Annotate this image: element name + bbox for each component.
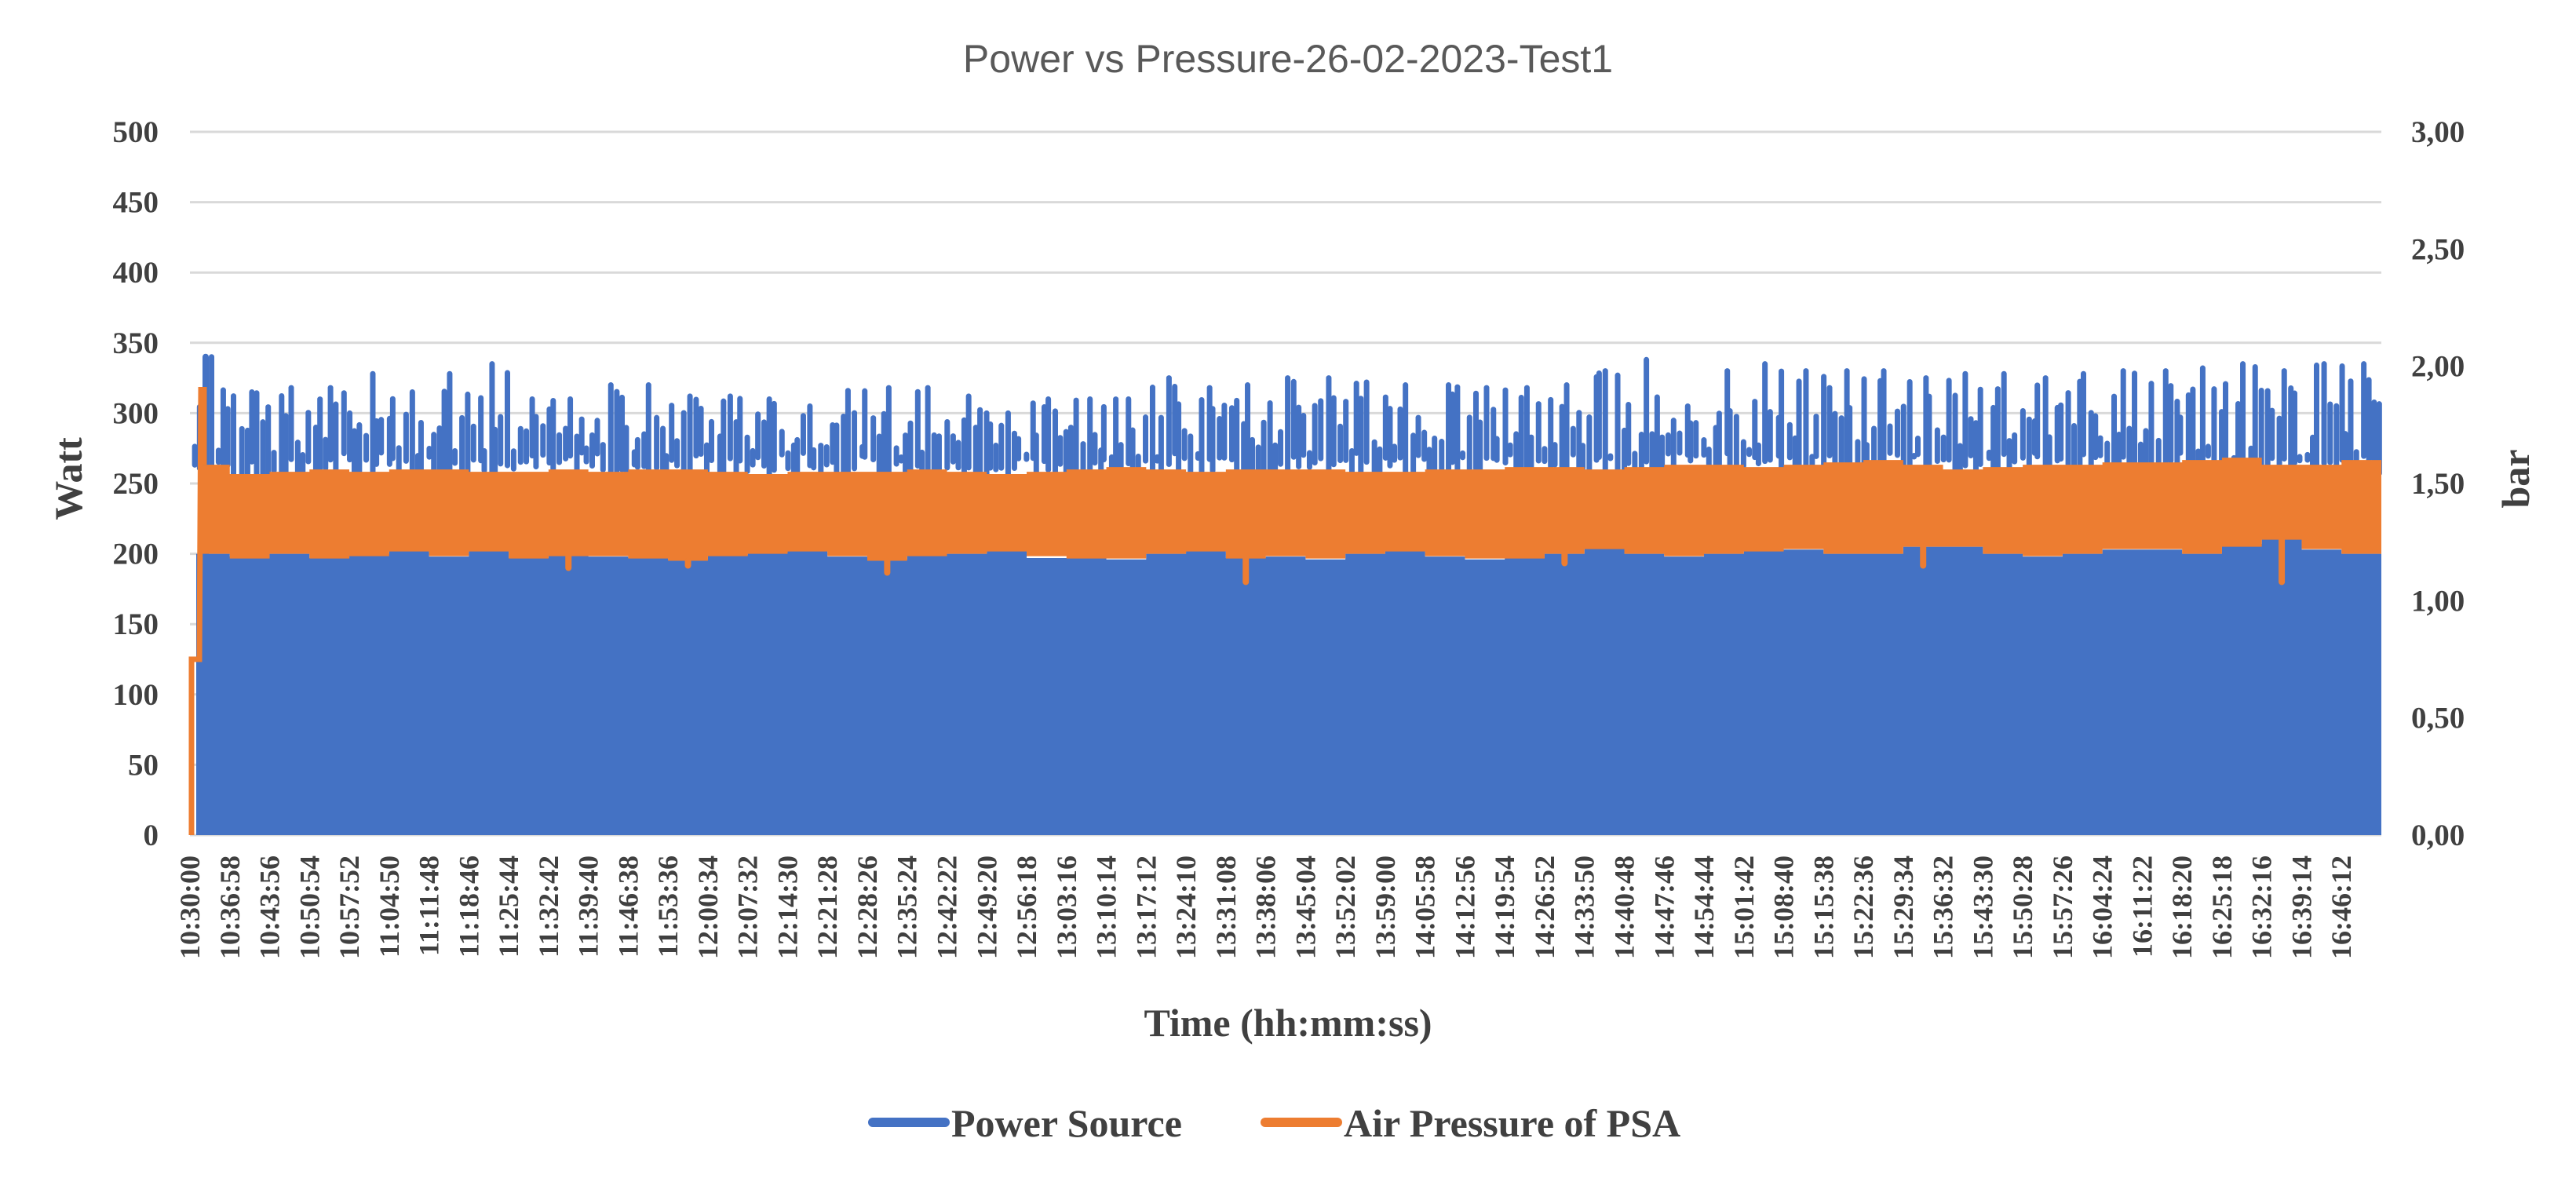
x-tick-label: 10:43:56	[254, 855, 286, 959]
legend-label-power-source: Power Source	[951, 1101, 1182, 1145]
x-tick-label: 10:57:52	[334, 855, 365, 959]
x-tick-label: 12:07:32	[732, 855, 764, 959]
air-pressure-series	[188, 387, 2381, 835]
y-left-tick-label: 350	[113, 327, 159, 360]
y-right-tick-label: 3,00	[2411, 115, 2465, 149]
x-tick-label: 14:54:44	[1688, 855, 1720, 959]
x-tick-label: 14:47:46	[1648, 855, 1680, 959]
x-tick-label: 14:26:52	[1529, 855, 1560, 959]
x-axis-ticks: 10:30:00 10:36:58 10:43:56 10:50:54 10:57:52…	[174, 855, 2357, 959]
x-tick-label: 15:15:38	[1808, 855, 1839, 959]
x-tick-label: 15:08:40	[1768, 855, 1800, 959]
y-right-tick-label: 0,50	[2411, 702, 2465, 735]
x-tick-label: 14:33:50	[1569, 855, 1600, 959]
x-tick-label: 10:50:54	[294, 855, 325, 959]
y-right-tick-label: 2,50	[2411, 232, 2465, 266]
x-tick-label: 15:01:42	[1728, 855, 1760, 959]
chart-title: Power vs Pressure-26-02-2023-Test1	[963, 37, 1613, 81]
y-left-tick-label: 450	[113, 186, 159, 220]
left-axis-ticks: 0 50 100 150 200 250 300 350 400 450 500	[113, 115, 159, 852]
x-tick-label: 14:12:56	[1449, 855, 1480, 959]
y-right-tick-label: 2,00	[2411, 350, 2465, 384]
x-tick-label: 13:31:08	[1210, 855, 1242, 959]
x-tick-label: 10:36:58	[214, 855, 246, 959]
x-tick-label: 13:03:16	[1051, 855, 1082, 959]
x-tick-label: 11:46:38	[612, 855, 644, 958]
x-tick-label: 13:38:06	[1250, 855, 1282, 959]
y-left-tick-label: 50	[128, 748, 159, 782]
x-tick-label: 15:36:32	[1928, 855, 1959, 959]
x-tick-label: 15:22:36	[1848, 855, 1879, 959]
x-tick-label: 16:32:16	[2246, 855, 2278, 959]
x-tick-label: 13:52:02	[1330, 855, 1361, 959]
x-tick-label: 12:35:24	[892, 855, 923, 959]
y-left-tick-label: 500	[113, 115, 159, 149]
y-right-tick-label: 1,50	[2411, 467, 2465, 501]
x-tick-label: 12:00:34	[692, 855, 724, 959]
x-tick-label: 11:25:44	[493, 855, 524, 958]
power-source-area	[196, 537, 2381, 835]
x-tick-label: 15:29:34	[1888, 855, 1919, 959]
x-tick-label: 13:24:10	[1170, 855, 1202, 959]
y-left-tick-label: 250	[113, 467, 159, 501]
x-tick-label: 16:18:20	[2166, 855, 2198, 959]
x-axis-label: Time (hh:mm:ss)	[1144, 1001, 1432, 1045]
y-left-tick-label: 150	[113, 607, 159, 641]
x-tick-label: 13:45:04	[1290, 855, 1321, 959]
y-left-tick-label: 400	[113, 256, 159, 290]
x-tick-label: 15:43:30	[1967, 855, 1998, 959]
x-tick-label: 14:19:54	[1489, 855, 1520, 959]
y-left-tick-label: 100	[113, 678, 159, 712]
x-tick-label: 16:25:18	[2206, 855, 2238, 959]
x-tick-label: 16:46:12	[2326, 855, 2357, 959]
legend-label-air-pressure: Air Pressure of PSA	[1344, 1101, 1680, 1145]
right-axis-ticks: 0,00 0,50 1,00 1,50 2,00 2,50 3,00	[2411, 115, 2465, 852]
y-left-tick-label: 0	[144, 819, 159, 852]
x-tick-label: 11:18:46	[453, 855, 484, 958]
y-axis-left-label: Watt	[46, 437, 90, 520]
x-tick-label: 10:30:00	[174, 855, 206, 959]
power-source-series	[192, 353, 2382, 835]
y-left-tick-label: 200	[113, 538, 159, 571]
x-tick-label: 15:50:28	[2007, 855, 2038, 959]
x-tick-label: 13:17:12	[1130, 855, 1162, 959]
x-tick-label: 13:59:00	[1370, 855, 1401, 959]
x-tick-label: 12:28:26	[852, 855, 883, 959]
x-tick-label: 12:21:28	[812, 855, 843, 959]
air-pressure-band	[201, 458, 2381, 561]
x-tick-label: 14:40:48	[1608, 855, 1640, 959]
x-tick-label: 11:39:40	[573, 855, 604, 958]
x-tick-label: 11:04:50	[374, 855, 405, 958]
y-right-tick-label: 1,00	[2411, 584, 2465, 618]
x-tick-label: 12:14:30	[772, 855, 803, 959]
x-tick-label: 16:11:22	[2126, 855, 2158, 958]
x-tick-label: 12:56:18	[1011, 855, 1042, 959]
y-axis-right-label: bar	[2494, 450, 2538, 509]
x-tick-label: 11:32:42	[533, 855, 564, 958]
x-tick-label: 11:53:36	[652, 855, 684, 958]
air-pressure-start-line	[188, 387, 207, 835]
x-tick-label: 16:04:24	[2087, 855, 2118, 959]
legend: Power Source Air Pressure of PSA	[868, 1101, 1680, 1145]
x-tick-label: 12:49:20	[971, 855, 1002, 959]
y-right-tick-label: 0,00	[2411, 819, 2465, 852]
x-tick-label: 15:57:26	[2047, 855, 2078, 959]
x-tick-label: 16:39:14	[2286, 855, 2317, 959]
y-left-tick-label: 300	[113, 396, 159, 430]
x-tick-label: 11:11:48	[414, 855, 445, 956]
x-tick-label: 12:42:22	[932, 855, 963, 959]
x-tick-label: 14:05:58	[1410, 855, 1441, 959]
x-tick-label: 13:10:14	[1091, 855, 1122, 959]
